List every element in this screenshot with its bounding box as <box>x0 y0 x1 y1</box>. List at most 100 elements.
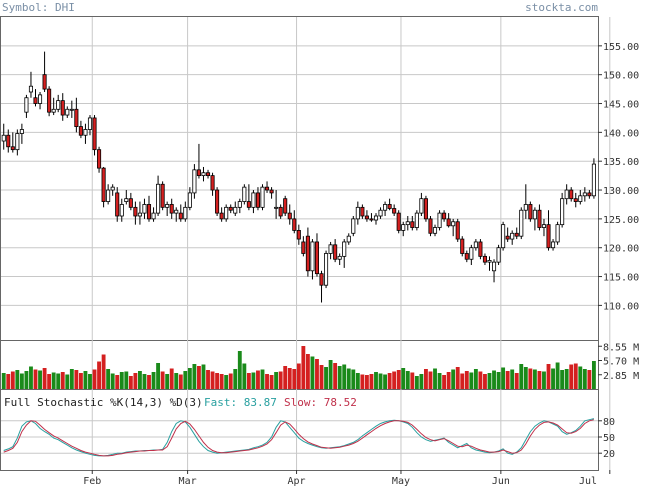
candle-body <box>60 100 65 116</box>
volume-bar <box>324 367 328 389</box>
candle-body <box>278 206 283 217</box>
volume-bar <box>169 368 174 389</box>
candle-body <box>28 85 33 93</box>
candle-body <box>555 224 560 243</box>
candle-body <box>242 186 247 202</box>
volume-bar <box>38 370 42 389</box>
candle-body <box>342 241 347 257</box>
candle-body <box>137 212 142 217</box>
volume-bar <box>582 369 587 389</box>
volume-bar <box>328 360 333 389</box>
candle-body <box>541 224 547 228</box>
candle-body <box>142 204 147 214</box>
candle-body <box>251 192 256 208</box>
volume-bar <box>51 372 56 389</box>
volume-bar <box>460 373 465 389</box>
volume-bar <box>24 371 29 389</box>
volume-bar <box>410 372 415 389</box>
volume-bar <box>487 373 492 389</box>
candle-body <box>492 261 497 272</box>
candle-body <box>165 204 170 208</box>
volume-bar <box>6 374 11 389</box>
price-tick-label: 130.00 <box>603 186 639 197</box>
candle-body <box>228 206 233 211</box>
candle-body <box>274 206 279 209</box>
stochastic-fast-label: Fast: 83.87 <box>204 396 277 409</box>
candle-body <box>83 129 88 136</box>
candle-body <box>310 241 315 272</box>
candle-body <box>15 133 20 151</box>
candle-body <box>364 215 369 220</box>
volume-bar <box>287 368 292 389</box>
candle-body <box>346 235 351 243</box>
candle-body <box>383 204 388 211</box>
volume-bar <box>210 371 215 389</box>
volume-bar <box>101 354 106 389</box>
volume-bar <box>528 368 533 389</box>
candle-body <box>24 97 29 113</box>
volume-bar <box>532 369 537 389</box>
candle-body <box>324 253 329 286</box>
volume-bar <box>47 374 52 389</box>
candle-body <box>505 235 510 240</box>
candle-body <box>192 169 197 194</box>
date-tick-label: May <box>392 476 410 486</box>
candle-body <box>87 117 93 130</box>
candle-body <box>56 100 61 110</box>
volume-bar <box>237 351 242 389</box>
candle-body <box>519 209 524 237</box>
candle-body <box>187 192 192 208</box>
volume-bar <box>165 374 170 389</box>
candle-body <box>219 212 224 220</box>
candle-body <box>432 227 438 234</box>
candle-body <box>337 255 342 260</box>
volume-bar <box>197 366 201 389</box>
date-axis: Feb Mar Apr May Jun Jul <box>83 470 611 486</box>
candle-body <box>319 273 324 286</box>
volume-bar <box>319 365 324 389</box>
candle-body <box>501 224 506 249</box>
volume-bar <box>260 369 265 389</box>
volume-bar <box>355 373 360 389</box>
volume-bar <box>256 370 260 389</box>
volume-bar <box>569 364 574 389</box>
candle-body <box>560 198 565 226</box>
site-label: stockta.com <box>525 1 598 14</box>
volume-bar <box>542 371 546 389</box>
candle-body <box>151 212 156 220</box>
stochastic-panel <box>0 389 599 471</box>
candle-body <box>124 198 129 202</box>
candle-body <box>496 247 501 263</box>
volume-bar <box>224 375 229 389</box>
volume-bar <box>501 367 506 389</box>
volume-bar <box>464 371 469 389</box>
volume-bar <box>56 373 61 389</box>
volume-bar <box>142 374 147 389</box>
candle-body <box>392 208 397 214</box>
volume-series <box>1 346 596 389</box>
candle-body <box>97 149 102 169</box>
volume-bar <box>578 366 583 389</box>
candle-body <box>33 97 38 104</box>
stochastic-slow-line <box>3 419 595 457</box>
volume-bar <box>269 375 274 389</box>
volume-bar <box>587 370 592 389</box>
candle-body <box>387 204 392 209</box>
volume-bar <box>496 372 501 389</box>
date-tick-label: Jun <box>492 476 510 486</box>
candle-body <box>510 232 515 240</box>
candle-body <box>246 201 251 208</box>
candle-body <box>183 206 188 220</box>
candle-body <box>205 172 211 177</box>
candle-body <box>355 206 360 220</box>
volume-bar <box>147 375 151 389</box>
volume-bar <box>346 368 351 389</box>
volume-bar <box>405 371 410 389</box>
candle-body <box>532 209 537 220</box>
candle-body <box>405 221 410 226</box>
candle-body <box>482 255 487 263</box>
candle-body <box>47 88 52 113</box>
volume-bar <box>442 375 447 389</box>
volume-bar <box>310 356 315 389</box>
price-tick-label: 110.00 <box>603 301 639 312</box>
